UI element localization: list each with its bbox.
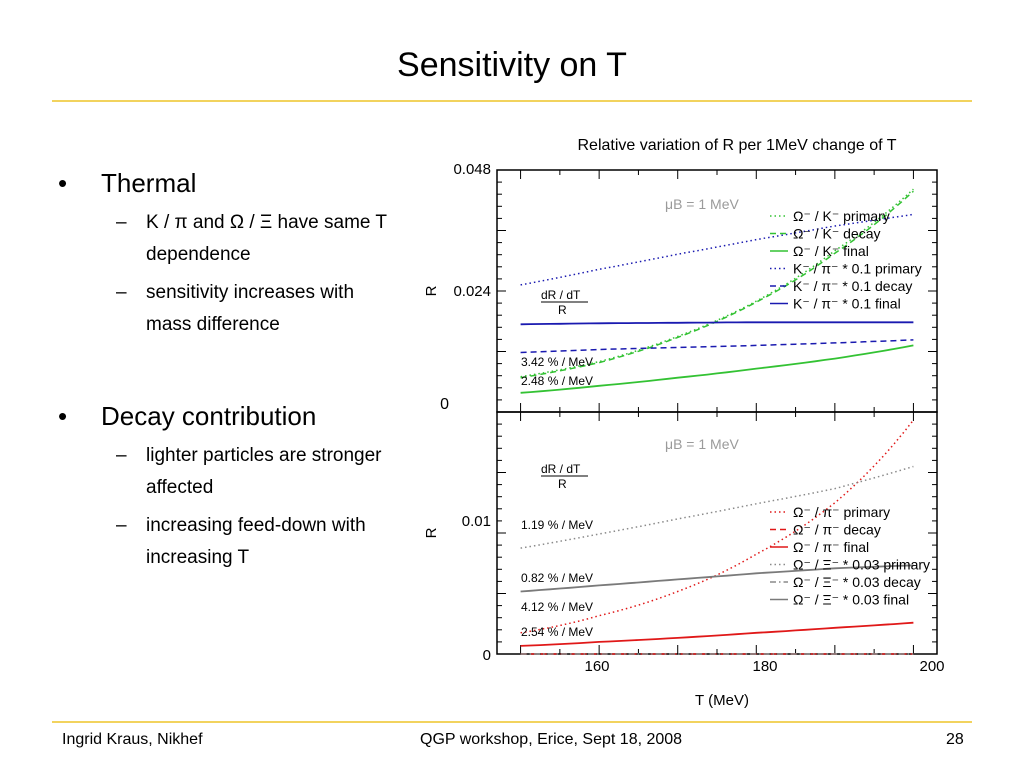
bullet-thermal: Thermal bbox=[58, 168, 388, 199]
x-tick-label: 180 bbox=[752, 658, 777, 675]
legend-label: Ω⁻ / π⁻ final bbox=[793, 539, 869, 555]
sub-bullet: K / π and Ω / Ξ have same T dependence bbox=[58, 207, 388, 271]
legend-label: Ω⁻ / Ξ⁻ * 0.03 final bbox=[793, 592, 909, 608]
mu-b-label: μB = 1 MeV bbox=[665, 196, 739, 212]
x-tick-label: 200 bbox=[919, 658, 944, 675]
sensitivity-label: 3.42 % / MeV bbox=[521, 355, 593, 369]
sensitivity-label: 4.12 % / MeV bbox=[521, 600, 593, 614]
bullet-decay: Decay contribution bbox=[58, 401, 388, 432]
legend-label: Ω⁻ / K⁻ final bbox=[793, 243, 869, 259]
y-tick-label: 0 bbox=[483, 647, 491, 664]
legend-label: K⁻ / π⁻ * 0.1 decay bbox=[793, 278, 912, 294]
footer-event: QGP workshop, Erice, Sept 18, 2008 bbox=[420, 731, 683, 748]
axis-ticks bbox=[497, 169, 937, 655]
x-tick-label: 160 bbox=[584, 658, 609, 675]
sensitivity-label: 2.48 % / MeV bbox=[521, 374, 593, 388]
fraction-denominator: R bbox=[558, 477, 567, 491]
series-lines bbox=[520, 188, 914, 655]
y-tick-label: 0.024 bbox=[453, 283, 491, 300]
legend-label: Ω⁻ / π⁻ primary bbox=[793, 504, 890, 520]
series-line bbox=[520, 321, 914, 326]
x-axis-label: T (MeV) bbox=[695, 692, 749, 709]
series-line bbox=[520, 344, 914, 394]
legend-label: K⁻ / π⁻ * 0.1 primary bbox=[793, 261, 922, 277]
series-line bbox=[520, 339, 914, 354]
series-line bbox=[520, 621, 914, 647]
y-tick-label: 0 bbox=[440, 396, 449, 413]
y-axis-label: R bbox=[423, 527, 440, 538]
fraction-denominator: R bbox=[558, 303, 567, 317]
sensitivity-label: 0.82 % / MeV bbox=[521, 571, 593, 585]
footer-author: Ingrid Kraus, Nikhef bbox=[62, 731, 203, 748]
chart-title: Relative variation of R per 1MeV change … bbox=[578, 137, 897, 154]
series-line bbox=[520, 564, 914, 593]
y-axis-label: R bbox=[423, 285, 440, 296]
fraction-numerator: dR / dT bbox=[541, 288, 581, 302]
sensitivity-label: 2.54 % / MeV bbox=[521, 625, 593, 639]
mu-b-label: μB = 1 MeV bbox=[665, 436, 739, 452]
bullet-list: Thermal K / π and Ω / Ξ have same T depe… bbox=[58, 168, 388, 574]
sub-bullet: increasing feed-down with increasing T bbox=[58, 510, 388, 574]
footer-divider bbox=[52, 721, 972, 723]
slide-title: Sensitivity on T bbox=[397, 46, 627, 84]
sub-bullet: lighter particles are stronger affected bbox=[58, 440, 388, 504]
sensitivity-label: 1.19 % / MeV bbox=[521, 518, 593, 532]
legend-label: K⁻ / π⁻ * 0.1 final bbox=[793, 296, 901, 312]
y-tick-label: 0.01 bbox=[462, 513, 491, 530]
sub-bullet: sensitivity increases with mass differen… bbox=[58, 277, 388, 341]
legend-label: Ω⁻ / Ξ⁻ * 0.03 primary bbox=[793, 557, 930, 573]
series-line bbox=[520, 419, 914, 634]
series-line bbox=[520, 465, 914, 549]
legend-label: Ω⁻ / K⁻ decay bbox=[793, 226, 881, 242]
legend-label: Ω⁻ / π⁻ decay bbox=[793, 522, 881, 538]
legend-label: Ω⁻ / Ξ⁻ * 0.03 decay bbox=[793, 574, 921, 590]
fraction-numerator: dR / dT bbox=[541, 462, 581, 476]
slide-number: 28 bbox=[946, 731, 964, 748]
title-divider bbox=[52, 100, 972, 102]
series-line bbox=[520, 190, 914, 379]
legend-label: Ω⁻ / K⁻ primary bbox=[793, 208, 890, 224]
y-tick-label: 0.048 bbox=[453, 161, 491, 178]
